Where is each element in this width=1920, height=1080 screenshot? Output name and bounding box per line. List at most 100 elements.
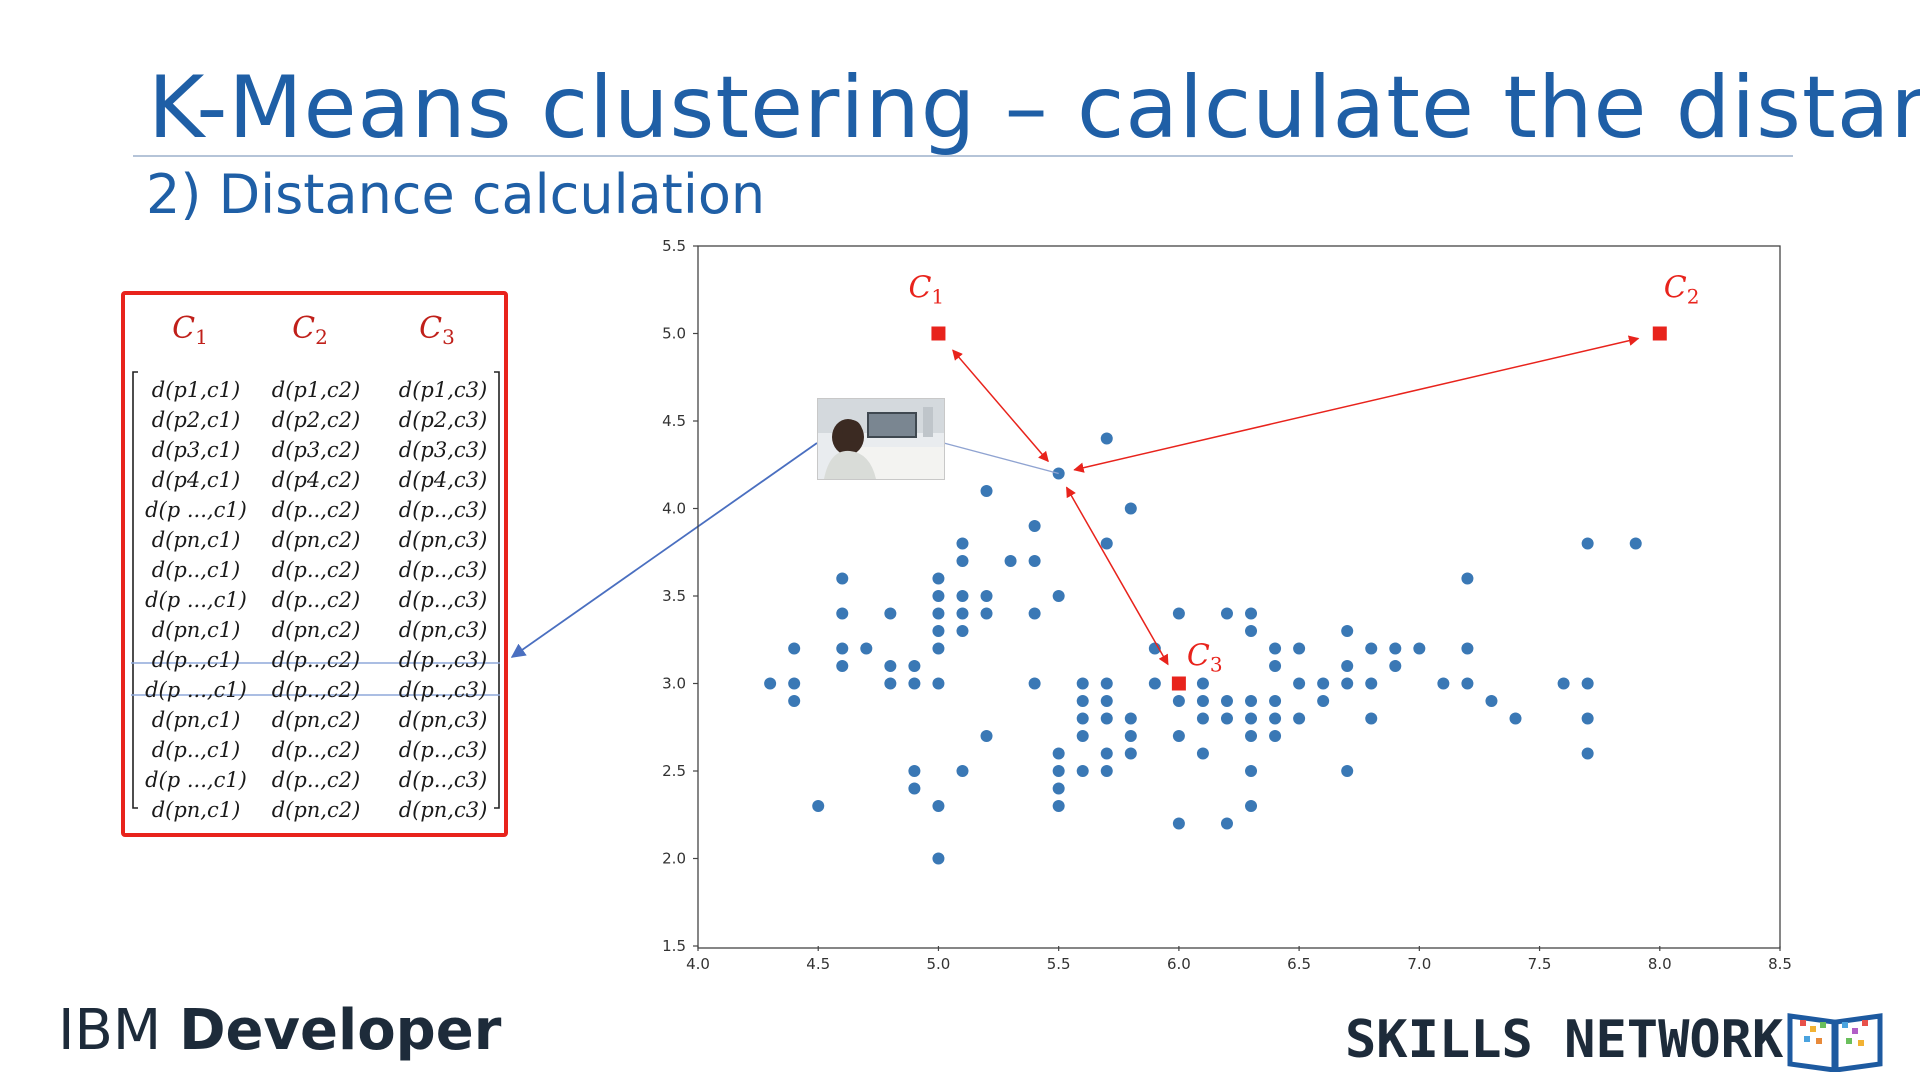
data-point [1100, 677, 1113, 690]
data-point [1293, 712, 1306, 725]
data-point [1100, 712, 1113, 725]
data-point [1341, 765, 1354, 777]
skills-network-book-icon [1787, 1013, 1883, 1072]
data-point [1365, 677, 1378, 690]
matrix-cell: d(p3,c3) [399, 438, 487, 462]
connector-arrow [510, 442, 818, 658]
data-point [1269, 642, 1282, 655]
data-point [788, 677, 801, 690]
x-tick-label: 4.0 [686, 955, 710, 973]
data-point [908, 660, 921, 672]
data-point [1220, 817, 1233, 830]
data-point [1124, 730, 1137, 742]
x-tick-label: 5.0 [927, 955, 951, 973]
data-point [1389, 660, 1402, 672]
matrix-cell: d(p4,c2) [272, 468, 360, 492]
data-point [1269, 712, 1282, 725]
matrix-cell: d(p1,c1) [152, 378, 240, 402]
data-point [1220, 712, 1233, 725]
matrix-cell: d(p3,c2) [272, 438, 360, 462]
data-point [1245, 730, 1258, 742]
data-point [1317, 695, 1330, 707]
matrix-header-c1: C1 [172, 311, 208, 349]
centroid-c2 [1652, 326, 1667, 341]
matrix-frame [121, 291, 508, 837]
data-point [1245, 800, 1258, 812]
data-point [836, 660, 849, 672]
data-point [1076, 677, 1089, 690]
matrix-cell: d(pn,c2) [272, 528, 361, 552]
matrix-header-c2: C2 [292, 311, 328, 349]
data-point [1365, 712, 1378, 725]
data-point [1100, 695, 1113, 707]
data-point [1172, 695, 1185, 707]
data-point [932, 800, 945, 812]
data-point [1052, 800, 1065, 812]
data-point [1076, 730, 1089, 742]
data-point [812, 800, 825, 812]
data-point [1196, 747, 1209, 760]
data-point [1124, 712, 1137, 725]
matrix-cell: d(p..,c3) [399, 738, 487, 762]
brand-text-bold: Developer [179, 998, 502, 1063]
data-point [1052, 590, 1065, 602]
matrix-cell: d(p..,c2) [272, 558, 360, 582]
data-point [1629, 537, 1642, 550]
data-point [932, 572, 945, 585]
matrix-cell: d(p3,c1) [152, 438, 240, 462]
skills-network-text: SKILLS NETWORK [1345, 1010, 1784, 1070]
matrix-cell: d(p..,c3) [399, 768, 487, 792]
data-point [1028, 607, 1041, 620]
matrix-cell: d(p2,c2) [272, 408, 360, 432]
matrix-right-bracket [494, 371, 500, 809]
distance-arrow-c1 [952, 349, 1049, 463]
data-point [1028, 520, 1041, 532]
data-point [836, 572, 849, 585]
data-point [1196, 712, 1209, 725]
data-point [1293, 677, 1306, 690]
brand-text-light: IBM [58, 998, 180, 1063]
data-point [1052, 747, 1065, 760]
data-point [1365, 642, 1378, 655]
data-point [1004, 555, 1017, 567]
data-point [1124, 502, 1137, 515]
distance-arrow-c3 [1065, 486, 1169, 666]
matrix-cell: d(p..,c3) [399, 498, 487, 522]
x-tick-label: 7.5 [1528, 955, 1552, 973]
data-point [1341, 677, 1354, 690]
ibm-developer-logo: IBM Developer [58, 998, 501, 1063]
matrix-cell: d(pn,c2) [272, 618, 361, 642]
data-point [884, 677, 897, 690]
data-point [1245, 607, 1258, 620]
data-point [1245, 765, 1258, 777]
data-point [1341, 625, 1354, 637]
title-divider [133, 155, 1793, 157]
data-point [980, 485, 993, 497]
matrix-cell: d(pn,c1) [152, 708, 241, 732]
data-point [1269, 695, 1282, 707]
data-point [1293, 642, 1306, 655]
data-point [1100, 537, 1113, 550]
matrix-left-bracket [132, 371, 138, 809]
x-tick-label: 6.0 [1167, 955, 1191, 973]
skills-network-logo: SKILLS NETWORK [1345, 1010, 1783, 1070]
matrix-cell: d(p..,c3) [399, 588, 487, 612]
data-point [1148, 677, 1161, 690]
data-point [1581, 677, 1594, 690]
data-point [1052, 782, 1065, 795]
data-point [932, 852, 945, 865]
data-point [1581, 712, 1594, 725]
matrix-cell: d(p..,c2) [272, 498, 360, 522]
page-title: K-Means clustering – calculate the dista… [148, 58, 1920, 158]
data-point [1124, 747, 1137, 760]
matrix-cell: d(p1,c3) [399, 378, 487, 402]
y-tick-label: 3.5 [662, 587, 686, 605]
matrix-cell: d(p..,c2) [272, 678, 360, 702]
data-point [1509, 712, 1522, 725]
data-point [908, 782, 921, 795]
data-point [956, 537, 969, 550]
matrix-cell: d(p..,c3) [399, 558, 487, 582]
data-point [1220, 607, 1233, 620]
matrix-cell: d(p..,c1) [152, 558, 240, 582]
data-point [1557, 677, 1570, 690]
